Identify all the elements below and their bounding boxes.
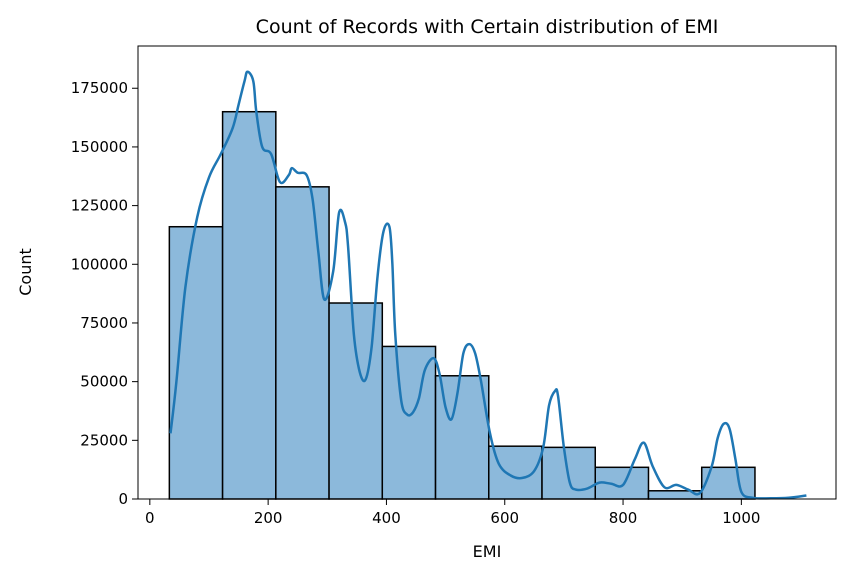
y-tick-label: 25000 <box>80 431 128 449</box>
y-tick-label: 150000 <box>71 138 128 156</box>
y-tick-label: 0 <box>118 490 128 508</box>
y-tick-label: 125000 <box>71 197 128 215</box>
y-tick-label: 100000 <box>71 255 128 273</box>
chart-title: Count of Records with Certain distributi… <box>256 16 719 38</box>
kde-line <box>169 70 807 500</box>
histogram-bar-3 <box>275 186 330 500</box>
x-tick-label: 0 <box>145 509 155 527</box>
y-tick-label: 75000 <box>80 314 128 332</box>
plot-frame <box>137 45 837 500</box>
histogram-bars <box>168 110 756 500</box>
x-tick-label: 200 <box>254 509 283 527</box>
y-axis-label: Count <box>16 248 35 296</box>
histogram-bar-5 <box>381 345 437 500</box>
x-axis-ticks: 0 200 400 600 800 1000 <box>145 499 760 527</box>
x-tick-label: 1000 <box>722 509 760 527</box>
x-tick-label: 600 <box>490 509 519 527</box>
y-axis-ticks: 0 25000 50000 75000 100000 125000 150000 175000 <box>71 79 138 508</box>
x-tick-label: 400 <box>372 509 401 527</box>
histogram-bar-4 <box>328 302 384 500</box>
y-tick-label: 175000 <box>71 79 128 97</box>
histogram-bar-2 <box>221 110 277 500</box>
x-axis-label: EMI <box>473 542 502 561</box>
y-tick-label: 50000 <box>80 373 128 391</box>
x-tick-label: 800 <box>609 509 638 527</box>
